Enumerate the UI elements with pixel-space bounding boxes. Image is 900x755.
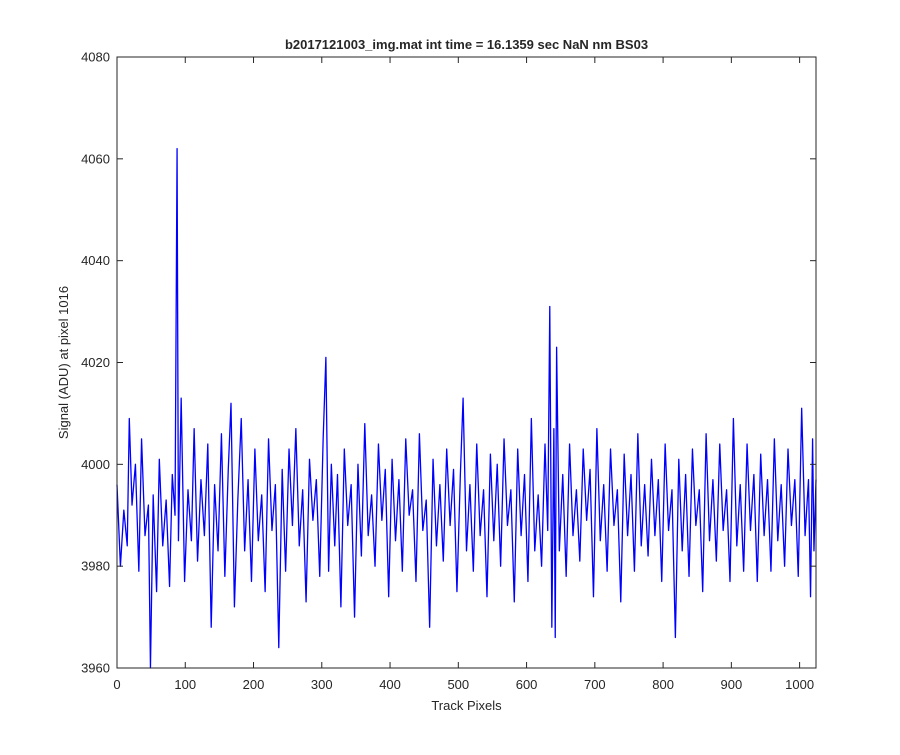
y-tick-label: 4080 — [81, 50, 110, 65]
chart-title: b2017121003_img.mat int time = 16.1359 s… — [285, 37, 648, 52]
series-layer — [116, 147, 817, 669]
y-tick-label: 4020 — [81, 355, 110, 370]
x-tick-label: 500 — [447, 677, 469, 692]
y-tick-label: 4000 — [81, 457, 110, 472]
y-tick-label: 3980 — [81, 559, 110, 574]
x-tick-label: 1000 — [785, 677, 814, 692]
x-tick-label: 0 — [113, 677, 120, 692]
plot-frame — [116, 56, 817, 669]
x-tick-label: 700 — [584, 677, 606, 692]
x-tick-label: 300 — [311, 677, 333, 692]
x-tick-label: 400 — [379, 677, 401, 692]
signal-series-line — [116, 147, 817, 669]
y-tick-label: 4040 — [81, 253, 110, 268]
ticks-layer: 0 100 200 300 400 500 600 700 800 900 1000 3960 3980… — [81, 50, 816, 692]
x-tick-label: 600 — [516, 677, 538, 692]
x-tick-label: 100 — [174, 677, 196, 692]
x-tick-label: 900 — [721, 677, 743, 692]
y-tick-label: 3960 — [81, 661, 110, 676]
x-tick-label: 200 — [243, 677, 265, 692]
y-tick-label: 4060 — [81, 151, 110, 166]
plot-area — [117, 57, 816, 668]
x-axis-label: Track Pixels — [431, 698, 502, 713]
x-tick-label: 800 — [652, 677, 674, 692]
y-axis-label: Signal (ADU) at pixel 1016 — [56, 286, 71, 439]
